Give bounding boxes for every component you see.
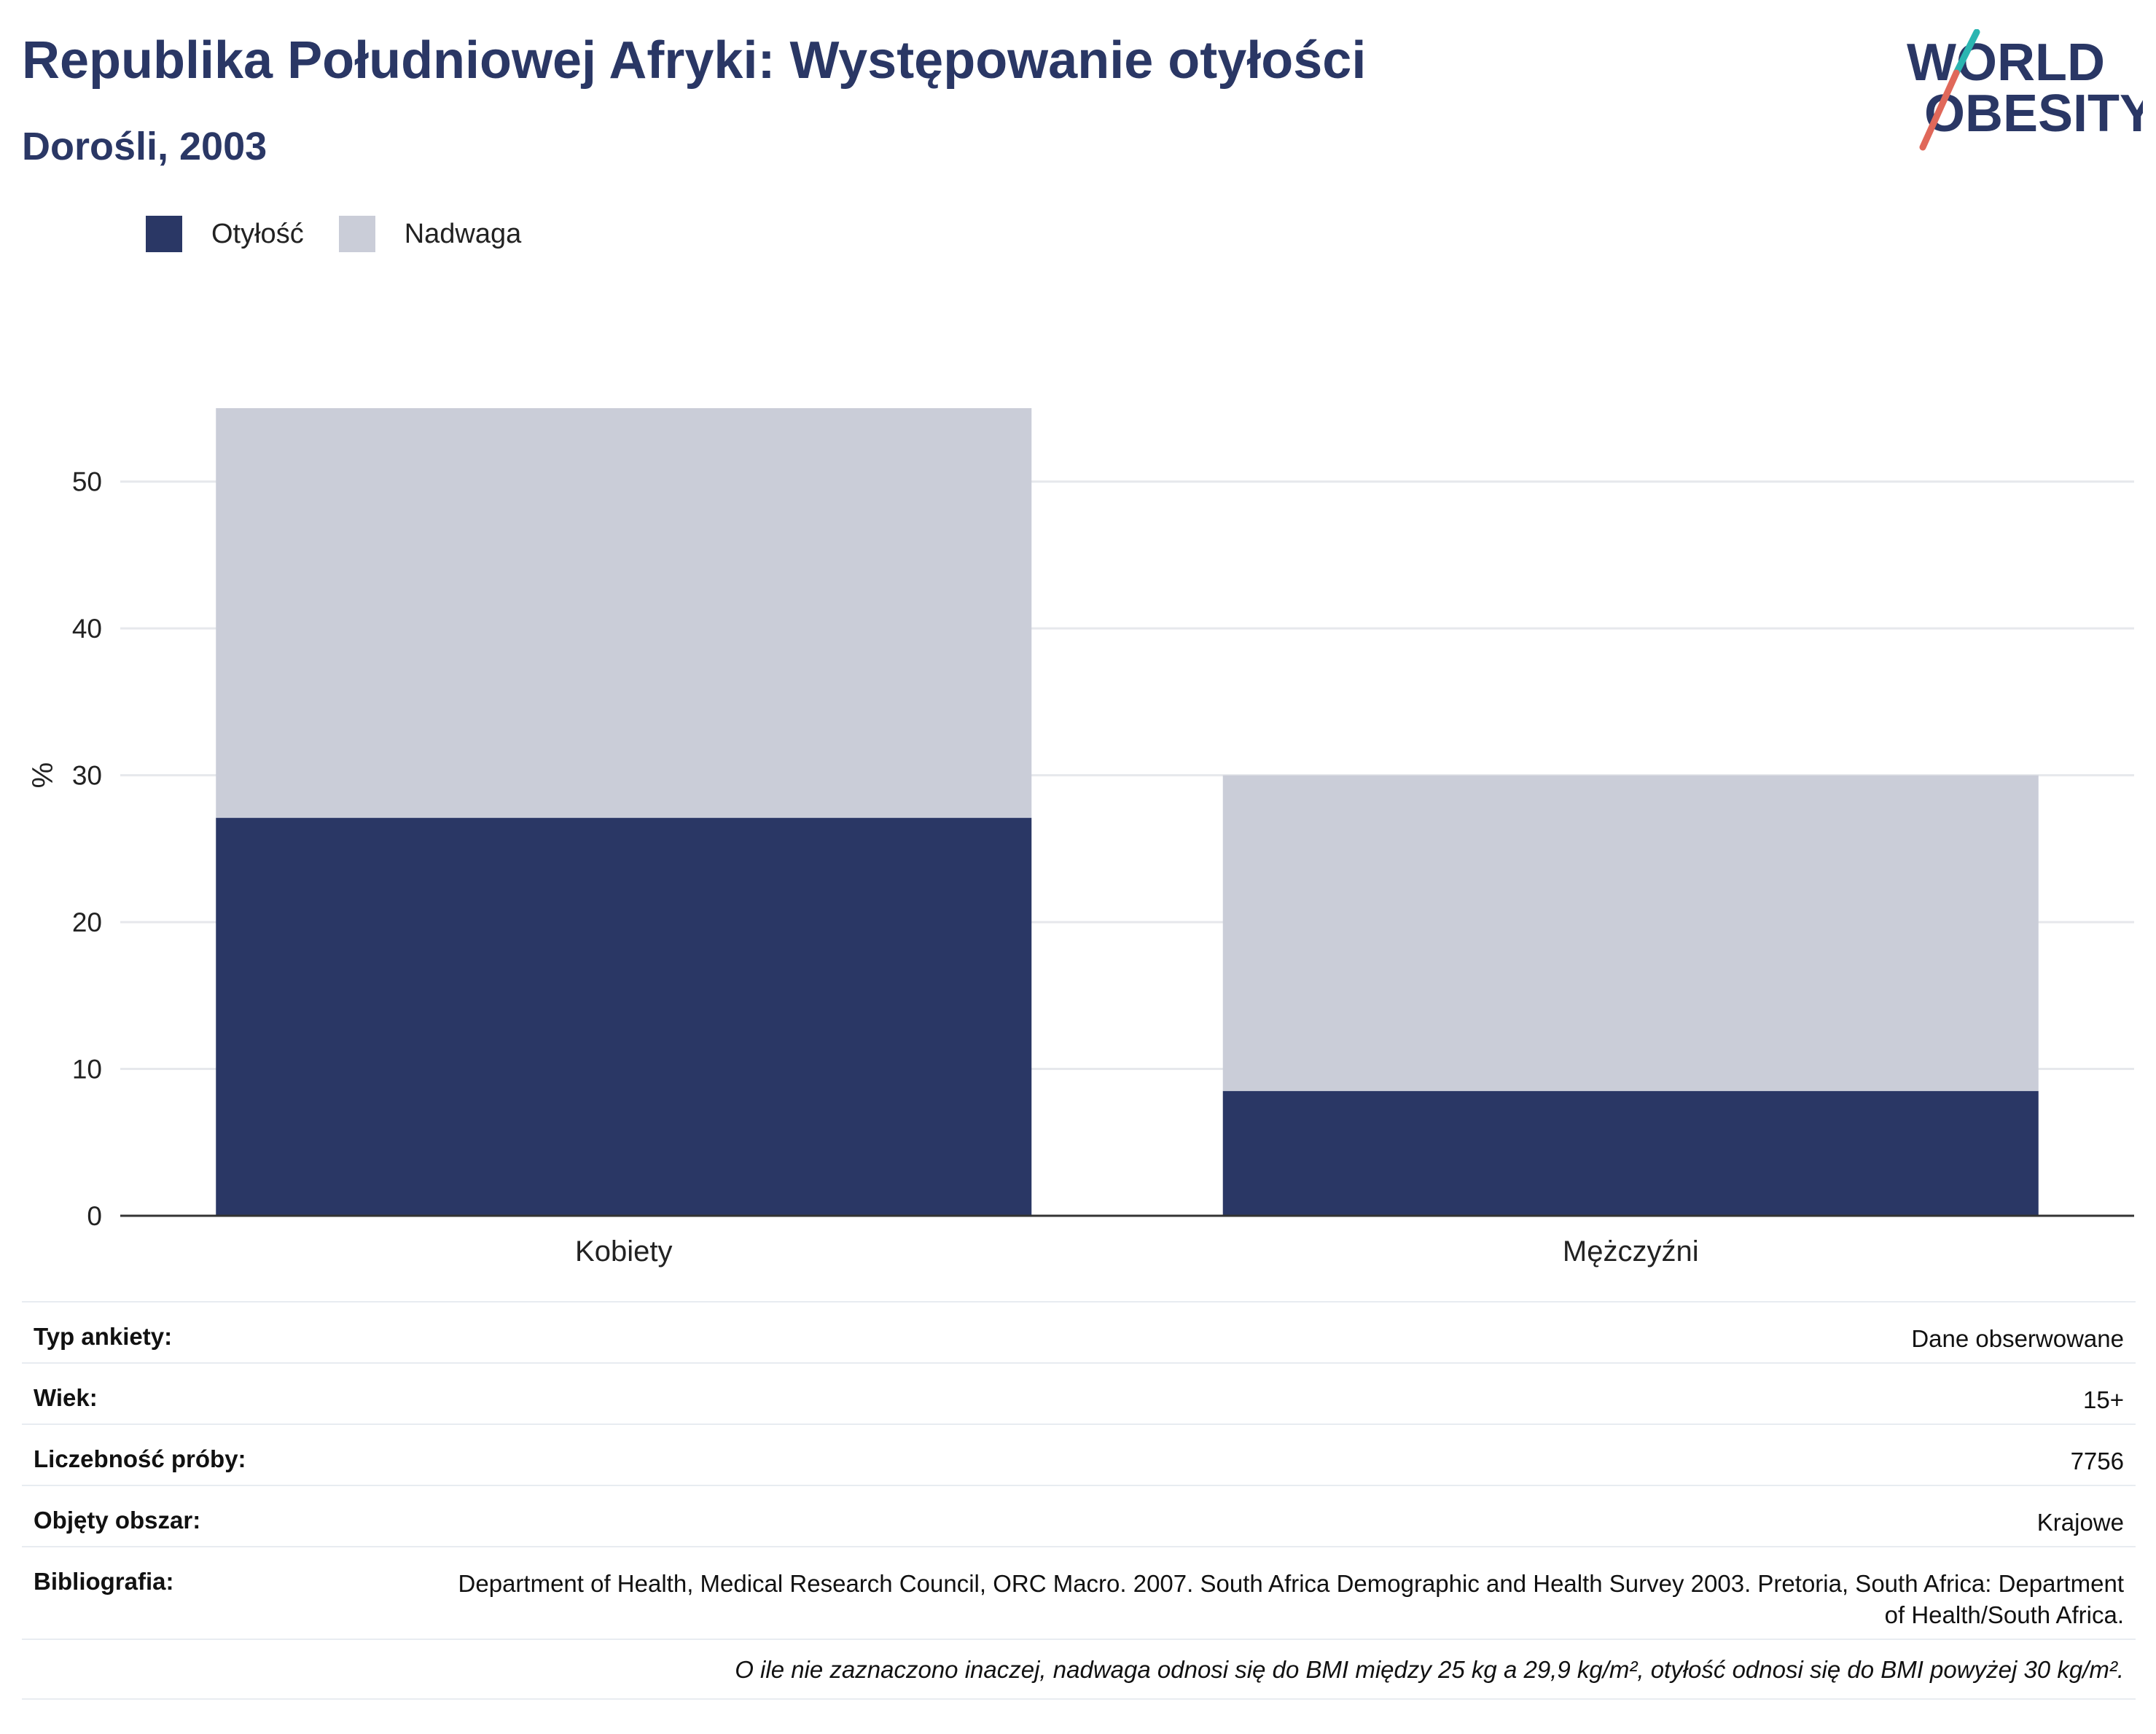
legend-label-overweight: Nadwaga bbox=[404, 218, 522, 249]
meta-key: Objęty obszar: bbox=[34, 1507, 201, 1534]
metadata-table: Typ ankiety: Dane obserwowane Wiek: 15+ … bbox=[22, 1301, 2136, 1700]
legend-item-overweight[interactable]: Nadwaga bbox=[338, 216, 522, 252]
bar-overweight-0[interactable] bbox=[216, 408, 1032, 819]
x-tick-label: Kobiety bbox=[575, 1235, 672, 1268]
y-tick-label: 40 bbox=[72, 614, 102, 644]
meta-key: Wiek: bbox=[34, 1384, 98, 1411]
y-tick-label: 50 bbox=[72, 467, 102, 497]
legend: Otyłość Nadwaga bbox=[146, 216, 556, 252]
logo-slash-teal bbox=[1953, 28, 1980, 77]
x-tick-label: Mężczyźni bbox=[1563, 1235, 1699, 1268]
y-tick-label: 20 bbox=[72, 907, 102, 937]
logo-slash-red bbox=[1919, 69, 1960, 151]
meta-row-bibliography: Bibliografia: Department of Health, Medi… bbox=[22, 1546, 2136, 1639]
bmi-definition-note: O ile nie zaznaczono inaczej, nadwaga od… bbox=[22, 1639, 2136, 1700]
meta-value: 7756 bbox=[2070, 1448, 2124, 1475]
legend-label-obesity: Otyłość bbox=[211, 218, 304, 249]
bar-obesity-0[interactable] bbox=[216, 818, 1032, 1216]
meta-key: Liczebność próby: bbox=[34, 1445, 246, 1472]
bar-chart: 0 10 20 30 40 50% Kobiety Mężczyźni bbox=[27, 408, 2134, 1268]
logo-line1: WORLD bbox=[1907, 34, 2105, 92]
meta-key: Typ ankiety: bbox=[34, 1323, 173, 1350]
y-axis-label: % bbox=[27, 762, 59, 789]
legend-item-obesity[interactable]: Otyłość bbox=[146, 216, 304, 252]
meta-key: Bibliografia: bbox=[34, 1568, 174, 1595]
y-tick-label: 10 bbox=[72, 1055, 102, 1085]
bar-overweight-1[interactable] bbox=[1222, 775, 2039, 1091]
chart-title: Republika Południowej Afryki: Występowan… bbox=[22, 31, 1367, 90]
meta-row-area: Objęty obszar: Krajowe bbox=[22, 1485, 2136, 1546]
meta-value: Krajowe bbox=[2036, 1509, 2124, 1536]
y-tick-label: 0 bbox=[87, 1201, 102, 1231]
meta-value: 15+ bbox=[2083, 1386, 2124, 1413]
legend-swatch-obesity bbox=[146, 216, 182, 252]
chart-subtitle: Dorośli, 2003 bbox=[22, 125, 267, 168]
meta-row-age: Wiek: 15+ bbox=[22, 1362, 2136, 1423]
logo-line2: OBESITY bbox=[1924, 85, 2143, 143]
meta-value: Dane obserwowane bbox=[1911, 1325, 2124, 1352]
world-obesity-logo: WORLD OBESITY bbox=[1895, 28, 2155, 160]
meta-row-survey-type: Typ ankiety: Dane obserwowane bbox=[22, 1301, 2136, 1362]
meta-value: Department of Health, Medical Research C… bbox=[458, 1570, 2124, 1628]
meta-row-sample-size: Liczebność próby: 7756 bbox=[22, 1423, 2136, 1485]
y-tick-label: 30 bbox=[72, 761, 102, 791]
legend-swatch-overweight bbox=[338, 216, 375, 252]
bar-obesity-1[interactable] bbox=[1222, 1090, 2039, 1216]
